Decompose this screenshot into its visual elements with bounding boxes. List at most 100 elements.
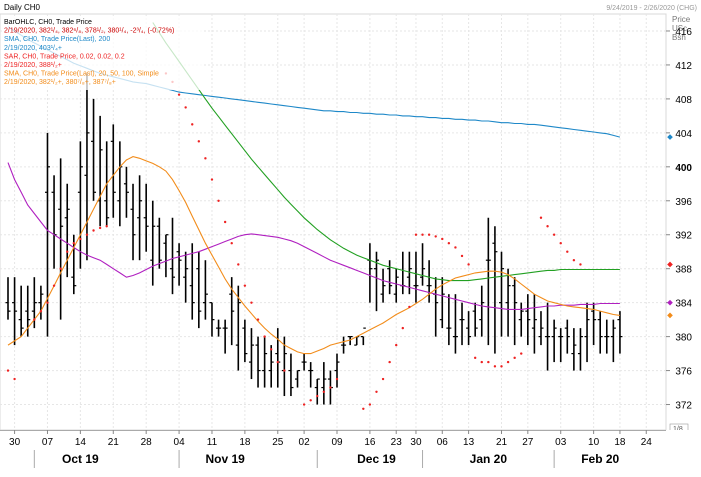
sar-dot (395, 343, 398, 347)
ohlc-bar (373, 251, 379, 312)
sar-dot (427, 233, 431, 236)
sar-dot (105, 225, 108, 228)
x-tick-label: 30 (9, 437, 21, 448)
ohlc-bar (130, 183, 136, 261)
ohlc-bar (12, 277, 18, 346)
x-tick-label: 14 (75, 437, 87, 448)
x-axis-background (0, 430, 701, 477)
sar-dot (263, 335, 266, 338)
x-axis: 30 07 14 21 28 04 11 18 25 02 09 16 23 30 06 13 21 27 03 10… (9, 430, 652, 468)
ohlc-bar (268, 345, 274, 388)
sar-dot (447, 242, 451, 245)
ohlc-bar (262, 336, 268, 388)
y-tick-label: 376 (675, 367, 692, 378)
legend-entry: 2/19/2020, 403¹/₄+ (4, 45, 62, 52)
zoom-label: 1/8 (673, 426, 683, 433)
y-tick-label: 412 (675, 61, 692, 72)
sar-dot (191, 123, 194, 126)
x-tick-label: 13 (463, 437, 475, 448)
sar-dot (368, 403, 372, 406)
sar-dot (572, 259, 576, 262)
ohlc-bar (380, 268, 386, 303)
ohlc-bar (577, 328, 583, 371)
sar-dot (520, 352, 523, 355)
sar-dot (579, 263, 582, 266)
ohlc-bar (150, 200, 156, 286)
y-tick-label: 404 (675, 129, 692, 140)
ohlc-bar (347, 336, 353, 346)
ohlc-bar (610, 319, 616, 363)
sar-dot (388, 360, 391, 364)
x-tick-label: 16 (364, 437, 376, 448)
ohlc-bar (617, 311, 623, 354)
sar-dot (46, 301, 49, 304)
sar-dot (59, 267, 62, 270)
x-tick-label: 25 (272, 437, 284, 448)
chart-title: Daily CH0 (4, 3, 41, 12)
sar-dot (72, 242, 76, 245)
sar-dot (506, 360, 510, 364)
sar-dot (270, 348, 273, 351)
sar-dot (566, 250, 569, 253)
y-tick-label: 400 (675, 163, 692, 174)
legend-entry: 2/19/2020, 382¹/₂+, 380⁷/₈+, 387⁷/₈+ (4, 79, 116, 86)
sar-dot (434, 235, 437, 238)
sar-dot (460, 254, 464, 258)
sar-dot (204, 157, 207, 160)
ohlc-bar (143, 183, 149, 252)
ohlc-bar (439, 277, 445, 329)
ohlc-bar (91, 98, 97, 201)
sar-dot (421, 233, 424, 236)
sar-dot (98, 226, 102, 230)
ohlc-bar (492, 226, 498, 354)
sar-dot (250, 301, 253, 304)
sar-dot (92, 229, 95, 232)
ohlc-bar (84, 73, 90, 261)
sar-dot (480, 360, 483, 364)
y-tick-label: 396 (675, 197, 692, 208)
ohlc-bar (551, 319, 557, 363)
ohlc-bar (479, 285, 485, 337)
ohlc-bar (420, 243, 426, 286)
sar-dot (230, 242, 233, 245)
ohlc-bar (314, 378, 320, 405)
legend-entry: 2/19/2020, 388¹/₂+ (4, 62, 62, 69)
ohlc-bar (545, 302, 551, 371)
ohlc-bar (597, 311, 603, 354)
ohlc-bar (5, 277, 11, 320)
sar-dot (441, 237, 444, 241)
ohlc-bar (452, 294, 458, 354)
ohlc-bar (485, 217, 491, 346)
price-header-line-2: USc (672, 24, 687, 33)
sar-dot (302, 403, 306, 406)
sar-dot (276, 360, 279, 364)
sar-dot (223, 220, 227, 224)
ohlc-bar (202, 260, 208, 320)
sar-dot (414, 233, 418, 236)
ohlc-bar (426, 260, 432, 303)
sar-dot (454, 246, 457, 249)
y-tick-label: 372 (675, 401, 692, 412)
legend-background (2, 16, 202, 90)
x-tick-label: 30 (410, 437, 422, 448)
sar-dot (362, 407, 365, 410)
x-tick-label: 02 (299, 437, 311, 448)
ohlc-bar (531, 294, 537, 354)
ohlc-bar (170, 217, 175, 295)
ohlc-bar (341, 336, 347, 354)
ohlc-bar (77, 141, 83, 269)
ohlc-bar (321, 362, 327, 405)
sar-dot (177, 93, 181, 96)
price-header-line-1: Price (672, 15, 691, 24)
sar-dot (184, 106, 187, 109)
ohlc-bar (235, 285, 241, 371)
sar-dot (467, 263, 470, 266)
ohlc-bar (189, 243, 195, 320)
ohlc-bar (222, 319, 228, 354)
sar-dot (13, 377, 16, 381)
sar-dot (329, 386, 332, 389)
x-tick-label: 21 (496, 437, 508, 448)
ohlc-bar (564, 319, 570, 354)
month-label: Nov 19 (205, 452, 245, 466)
